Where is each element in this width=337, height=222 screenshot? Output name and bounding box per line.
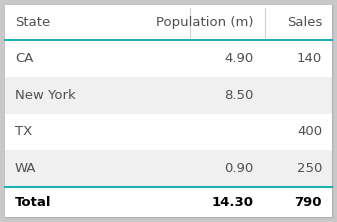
- Text: Total: Total: [15, 196, 52, 208]
- Bar: [5, 40, 332, 77]
- Bar: [5, 187, 332, 217]
- Text: WA: WA: [15, 162, 36, 175]
- Text: 400: 400: [297, 125, 322, 138]
- Bar: [5, 113, 332, 150]
- Text: State: State: [15, 16, 50, 29]
- Text: TX: TX: [15, 125, 32, 138]
- Bar: [5, 77, 332, 113]
- Text: 0.90: 0.90: [224, 162, 254, 175]
- Text: New York: New York: [15, 89, 76, 102]
- Text: 790: 790: [295, 196, 322, 208]
- Text: 8.50: 8.50: [224, 89, 254, 102]
- Text: CA: CA: [15, 52, 33, 65]
- Bar: [5, 5, 332, 40]
- Text: 250: 250: [297, 162, 322, 175]
- Text: Sales: Sales: [287, 16, 322, 29]
- Text: 140: 140: [297, 52, 322, 65]
- Text: 14.30: 14.30: [212, 196, 254, 208]
- Bar: [5, 150, 332, 187]
- Text: Population (m): Population (m): [156, 16, 254, 29]
- Text: 4.90: 4.90: [224, 52, 254, 65]
